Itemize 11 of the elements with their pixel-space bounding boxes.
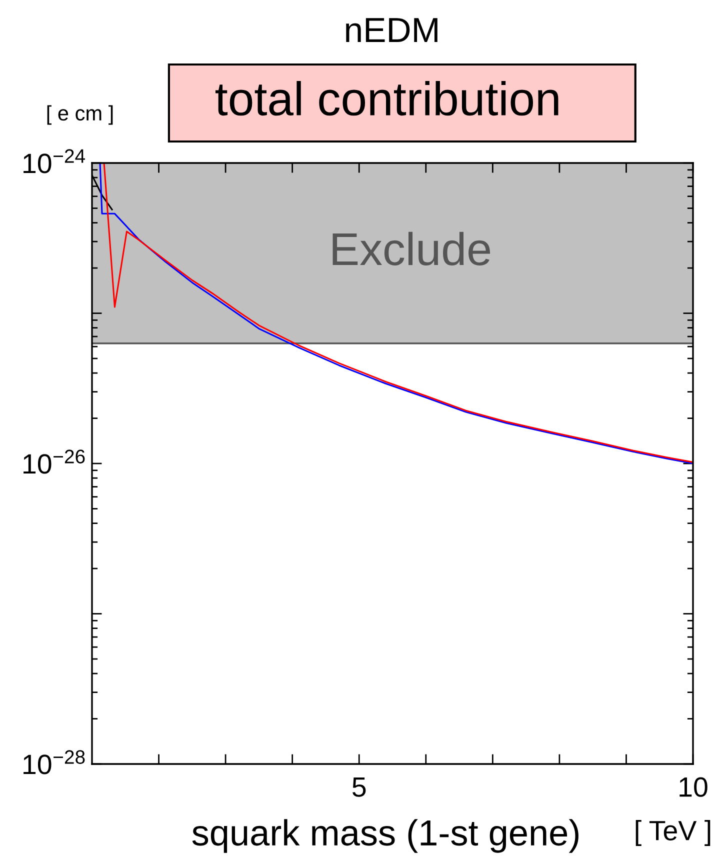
y-tick-label: 10$^{−28}$ [24, 750, 85, 774]
band-label: Exclude [332, 232, 490, 266]
y-tick-label: 10$^{−26}$ [24, 450, 85, 474]
x-axis-title: squark mass (1-st gene) [192, 819, 578, 853]
y-axis-title: [ e cm ] [47, 105, 113, 125]
y-tick-label: 10$^{−24}$ [24, 149, 86, 174]
chart-title: nEDM [346, 18, 438, 42]
x-tick-label: 5 [352, 778, 366, 797]
text: [ TeV ] [636, 820, 710, 846]
x-tick-label: 10 [680, 777, 708, 797]
chart-subtitle: total contribution [215, 80, 558, 116]
